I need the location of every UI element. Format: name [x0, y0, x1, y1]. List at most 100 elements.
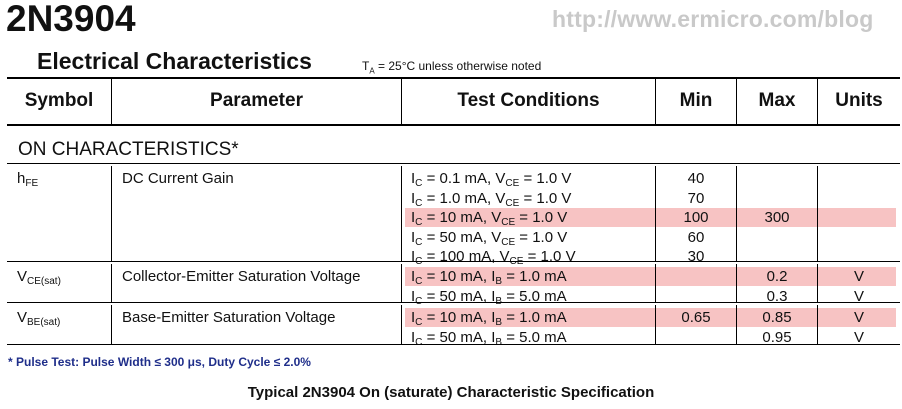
- column-divider: [817, 264, 818, 302]
- column-divider: [111, 264, 112, 302]
- condition-value: = 10 mA,: [422, 209, 492, 226]
- symbol-subscript: BE(sat): [27, 317, 61, 328]
- condition-symbol: I: [411, 209, 416, 226]
- condition-subscript: C: [415, 276, 423, 287]
- condition-value: = 1.0 mA: [502, 268, 567, 285]
- symbol-main: V: [17, 268, 28, 285]
- parameter-cell: DC Current Gain: [122, 170, 234, 187]
- test-condition: IC = 0.1 mA, VCE = 1.0 V: [411, 169, 572, 189]
- condition-symbol: V: [495, 170, 506, 187]
- column-divider: [736, 166, 737, 261]
- condition-subscript: B: [495, 276, 503, 287]
- symbol-cell: VCE(sat): [17, 267, 61, 287]
- col-header-units: Units: [835, 90, 883, 111]
- test-condition: IC = 1.0 mA, VCE = 1.0 V: [411, 189, 572, 209]
- column-divider: [655, 166, 656, 261]
- symbol-subscript: CE(sat): [27, 276, 61, 287]
- part-number: 2N3904: [6, 0, 136, 39]
- column-divider: [111, 305, 112, 344]
- units-value: V: [853, 309, 864, 326]
- max-value: 0.95: [762, 328, 792, 346]
- max-value: 0.85: [762, 309, 792, 326]
- condition-value: = 50 mA,: [422, 228, 492, 246]
- max-value: 0.3: [766, 287, 788, 305]
- test-condition: IC = 10 mA, IB = 1.0 mA: [411, 308, 567, 328]
- column-divider: [401, 264, 402, 302]
- min-value: 100: [683, 209, 709, 226]
- temperature-subscript: A: [369, 66, 375, 76]
- column-divider: [817, 166, 818, 261]
- column-divider: [401, 166, 402, 261]
- min-value: 0.65: [681, 309, 711, 326]
- col-header-min: Min: [679, 90, 713, 111]
- condition-symbol: V: [495, 189, 506, 207]
- column-divider: [401, 79, 402, 124]
- col-header-parameter: Parameter: [210, 90, 303, 111]
- condition-subscript: C: [415, 217, 423, 228]
- group-rule: [7, 302, 900, 303]
- condition-value: = 0.1 mA,: [422, 170, 496, 187]
- temperature-text: = 25°C unless otherwise noted: [374, 59, 542, 73]
- condition-value: = 50 mA,: [422, 287, 492, 305]
- column-divider: [817, 79, 818, 124]
- parameter-cell: Collector-Emitter Saturation Voltage: [122, 268, 361, 285]
- condition-symbol: I: [411, 189, 416, 207]
- condition-symbol: V: [491, 228, 502, 246]
- figure-caption: Typical 2N3904 On (saturate) Characteris…: [247, 384, 655, 401]
- test-condition: IC = 50 mA, VCE = 1.0 V: [411, 228, 567, 248]
- temperature-note: TA = 25°C unless otherwise noted: [362, 59, 541, 75]
- column-divider: [817, 305, 818, 344]
- column-divider: [655, 79, 656, 124]
- sheet-title: Electrical Characteristics: [37, 48, 312, 74]
- condition-symbol: I: [491, 268, 496, 285]
- condition-value: = 50 mA,: [422, 328, 492, 346]
- min-value: 60: [687, 228, 705, 246]
- symbol-main: V: [17, 309, 28, 326]
- col-header-symbol: Symbol: [24, 90, 94, 111]
- condition-symbol: I: [491, 287, 496, 305]
- table-top-rule: [7, 77, 900, 79]
- table-section-rule: [7, 163, 900, 164]
- condition-subscript: B: [495, 295, 503, 307]
- column-divider: [655, 305, 656, 344]
- group-rule: [7, 261, 900, 262]
- condition-subscript: CE: [501, 236, 516, 248]
- column-divider: [736, 79, 737, 124]
- highlight-band: [405, 267, 896, 286]
- condition-symbol: I: [411, 268, 416, 285]
- condition-value: = 1.0 V: [519, 189, 572, 207]
- test-condition: IC = 10 mA, IB = 1.0 mA: [411, 267, 567, 287]
- condition-value: = 1.0 mA: [502, 309, 567, 326]
- condition-value: = 1.0 V: [519, 170, 572, 187]
- table-header-rule: [7, 124, 900, 126]
- condition-subscript: C: [415, 236, 423, 248]
- col-header-max: Max: [758, 90, 796, 111]
- symbol-main: h: [17, 170, 26, 187]
- condition-value: = 5.0 mA: [502, 287, 567, 305]
- condition-symbol: I: [491, 309, 496, 326]
- max-value: 0.2: [766, 268, 788, 285]
- units-value: V: [853, 287, 864, 305]
- column-divider: [736, 305, 737, 344]
- condition-symbol: V: [491, 209, 502, 226]
- condition-subscript: B: [495, 336, 503, 348]
- min-value: 70: [687, 189, 705, 207]
- condition-symbol: I: [411, 228, 416, 246]
- max-value: 300: [764, 209, 790, 226]
- symbol-cell: VBE(sat): [17, 308, 61, 328]
- condition-value: = 10 mA,: [422, 268, 492, 285]
- column-divider: [655, 264, 656, 302]
- test-condition: IC = 50 mA, IB = 5.0 mA: [411, 287, 567, 307]
- temperature-symbol: T: [362, 59, 370, 73]
- condition-value: = 100 mA,: [422, 248, 500, 265]
- condition-symbol: I: [411, 309, 416, 326]
- condition-subscript: C: [415, 197, 423, 209]
- test-condition: IC = 10 mA, VCE = 1.0 V: [411, 208, 568, 228]
- test-condition: IC = 100 mA, VCE = 1.0 V: [411, 247, 576, 267]
- symbol-subscript: FE: [25, 178, 39, 189]
- section-heading: ON CHARACTERISTICS*: [18, 139, 239, 160]
- blog-url: http://www.ermicro.com/blog: [552, 6, 874, 32]
- column-divider: [736, 264, 737, 302]
- condition-value: = 1.0 V: [515, 209, 568, 226]
- condition-symbol: I: [411, 248, 416, 265]
